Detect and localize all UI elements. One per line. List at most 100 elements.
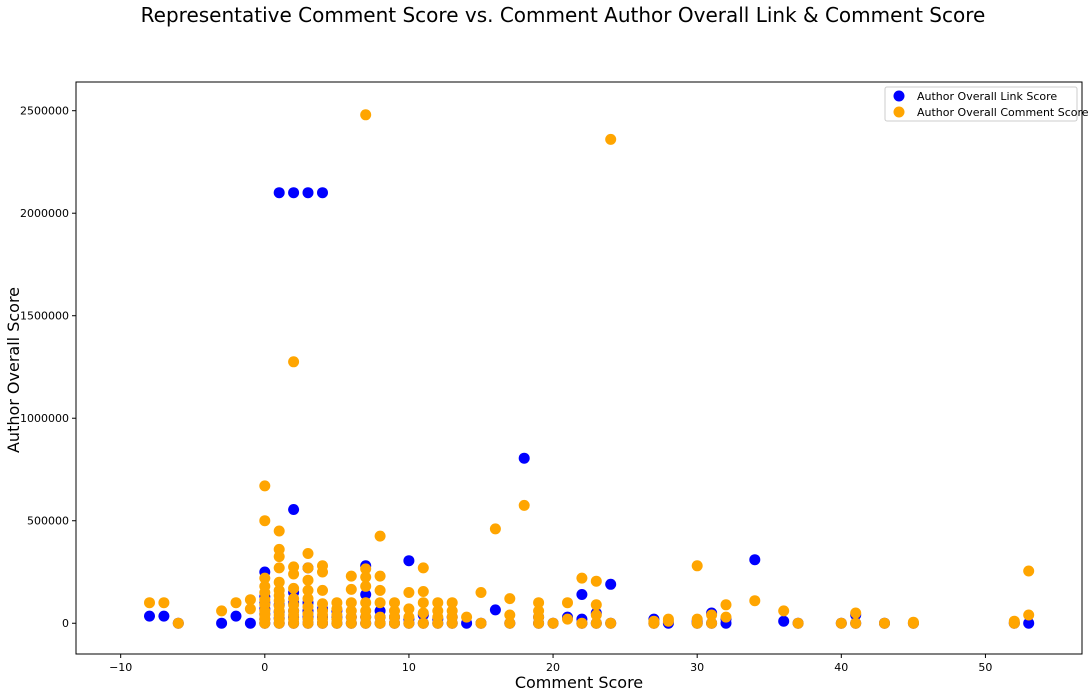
scatter-point (562, 613, 573, 625)
scatter-point (273, 562, 285, 574)
scatter-point (403, 587, 415, 598)
y-tick-label: 1500000 (20, 310, 69, 323)
y-tick-label: 2500000 (20, 105, 69, 118)
x-tick-label: 20 (546, 661, 560, 674)
scatter-point (489, 523, 501, 535)
scatter-point (417, 617, 429, 629)
x-tick-label: 0 (261, 661, 268, 674)
scatter-point (302, 584, 314, 596)
legend-marker (893, 90, 905, 102)
legend-box (884, 86, 1078, 122)
scatter-point (360, 571, 372, 583)
plot-marks (144, 109, 1035, 629)
scatter-point (374, 584, 386, 596)
scatter-point (302, 574, 314, 586)
scatter-point (288, 582, 300, 594)
scatter-point (778, 605, 790, 617)
scatter-point (835, 617, 847, 629)
scatter-point (288, 561, 300, 573)
scatter-point (273, 525, 285, 537)
scatter-point (302, 548, 314, 559)
scatter-point (317, 187, 328, 199)
scatter-point (230, 597, 242, 609)
scatter-point (590, 599, 602, 611)
x-tick-label: 10 (402, 661, 416, 674)
scatter-point (907, 616, 919, 628)
chart-title: Representative Comment Score vs. Comment… (141, 3, 986, 27)
x-axis-label: Comment Score (515, 673, 643, 692)
scatter-point (446, 605, 458, 617)
scatter-point (172, 617, 184, 629)
scatter-point (749, 554, 761, 566)
scatter-point (389, 597, 400, 609)
y-tick-label: 1000000 (20, 412, 69, 425)
scatter-point (288, 356, 300, 368)
scatter-point (1008, 615, 1020, 627)
scatter-point (605, 578, 617, 590)
series-2 (144, 109, 1035, 629)
scatter-point (648, 615, 660, 627)
legend: Author Overall Link Score Author Overall … (884, 86, 1088, 122)
scatter-point (244, 617, 256, 629)
scatter-point (389, 605, 400, 617)
scatter-point (461, 611, 473, 623)
scatter-point (432, 605, 444, 617)
scatter-point (158, 597, 170, 609)
scatter-point (302, 562, 314, 574)
plot-area-frame (75, 81, 1083, 655)
scatter-point (288, 504, 300, 515)
scatter-point (244, 594, 256, 606)
scatter-point (360, 605, 372, 617)
scatter-point (706, 617, 718, 629)
scatter-point (259, 572, 271, 584)
scatter-point (360, 109, 372, 121)
x-tick-label: 30 (690, 661, 704, 674)
scatter-point (590, 609, 602, 621)
legend-label: Author Overall Comment Score (917, 106, 1088, 119)
scatter-point (317, 584, 328, 596)
scatter-point (720, 611, 732, 623)
scatter-point (403, 603, 415, 615)
scatter-point (374, 570, 386, 582)
scatter-point (691, 560, 703, 572)
scatter-point (259, 515, 271, 527)
scatter-point (518, 452, 530, 464)
scatter-point (259, 480, 271, 492)
axis-ticks: −10 0 10 20 30 40 50 0 500000 1000000 1500000 20000… (20, 105, 992, 674)
scatter-point (576, 617, 588, 629)
scatter-point (1023, 609, 1035, 621)
scatter-point (605, 617, 617, 629)
scatter-point (417, 562, 429, 574)
scatter-point (533, 597, 545, 609)
scatter-point (850, 607, 862, 619)
scatter-point (345, 597, 357, 609)
scatter-point (504, 617, 516, 629)
scatter-point (288, 593, 300, 605)
y-tick-label: 2000000 (20, 207, 69, 220)
scatter-point (576, 572, 588, 584)
scatter-point (432, 597, 444, 609)
scatter-point (345, 605, 357, 617)
scatter-point (533, 605, 545, 617)
scatter-point (244, 603, 256, 615)
scatter-point (345, 583, 357, 595)
scatter-point (273, 543, 285, 555)
x-tick-label: 40 (834, 661, 848, 674)
scatter-point (504, 593, 516, 605)
scatter-point (360, 563, 372, 575)
scatter-point (360, 580, 372, 592)
scatter-point (562, 597, 573, 609)
scatter-point (273, 584, 285, 596)
scatter-point (720, 599, 732, 611)
scatter-point (417, 586, 429, 597)
scatter-point (273, 187, 285, 199)
legend-marker (893, 106, 905, 118)
scatter-point (1023, 565, 1035, 577)
scatter-point (345, 570, 357, 582)
scatter-point (1023, 617, 1035, 629)
scatter-point (302, 593, 314, 605)
scatter-point (475, 617, 487, 629)
series-1 (144, 187, 1035, 629)
scatter-point (158, 610, 170, 622)
y-tick-label: 500000 (27, 515, 69, 528)
